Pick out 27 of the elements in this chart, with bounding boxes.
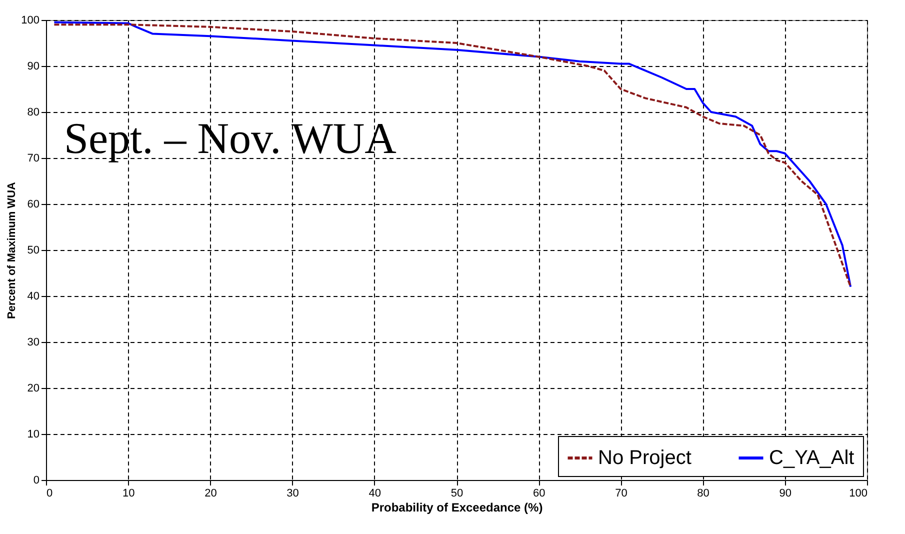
x-tick-label: 10 xyxy=(122,488,135,500)
x-tick-label: 50 xyxy=(450,488,464,500)
legend-label: No Project xyxy=(598,447,692,469)
x-tick-label: 20 xyxy=(204,488,217,500)
y-tick-label: 50 xyxy=(27,244,40,256)
x-tick-label: 80 xyxy=(697,488,710,500)
y-tick-label: 80 xyxy=(27,106,40,118)
annotation: Sept. – Nov. WUA xyxy=(64,114,397,163)
y-tick-label: 0 xyxy=(33,474,40,486)
x-tick-label: 40 xyxy=(368,488,382,500)
y-tick-label: 30 xyxy=(27,336,40,348)
y-tick-label: 100 xyxy=(21,14,40,26)
legend-label: C_YA_Alt xyxy=(769,447,855,469)
x-axis-title: Probability of Exceedance (%) xyxy=(371,500,543,514)
y-tick-label: 10 xyxy=(27,428,40,440)
x-tick-label: 30 xyxy=(286,488,299,500)
x-tick-label: 0 xyxy=(46,488,53,500)
x-tick-label: 60 xyxy=(532,488,546,500)
y-tick-label: 60 xyxy=(27,198,40,210)
y-tick-label: 90 xyxy=(27,60,40,72)
y-tick-label: 70 xyxy=(27,152,40,164)
y-axis-title: Percent of Maximum WUA xyxy=(6,182,18,319)
x-tick-label: 100 xyxy=(849,488,868,500)
y-tick-label: 20 xyxy=(27,382,40,394)
y-tick-label: 40 xyxy=(27,290,40,302)
x-tick-label: 90 xyxy=(779,488,792,500)
x-tick-label: 70 xyxy=(615,488,628,500)
